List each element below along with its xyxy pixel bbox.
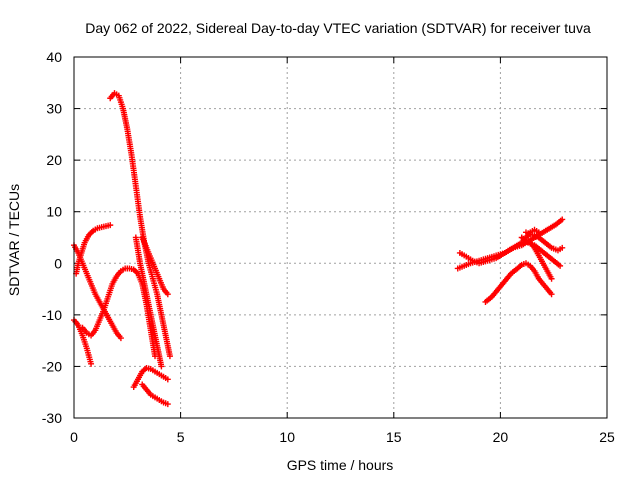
- y-tick-label: 0: [54, 255, 62, 271]
- data-point: [158, 363, 165, 370]
- x-tick-label: 15: [386, 429, 402, 445]
- tick-labels: 0 5 10 15 20 25 -30 -20 -10 0 10 20 30 40: [42, 49, 615, 445]
- x-tick-label: 25: [599, 429, 615, 445]
- y-tick-label: 10: [46, 204, 62, 220]
- series-track-15: [527, 239, 555, 282]
- chart-title: Day 062 of 2022, Sidereal Day-to-day VTE…: [85, 20, 591, 36]
- data-point: [166, 353, 173, 360]
- data-markers: [71, 90, 566, 408]
- data-point: [164, 401, 171, 408]
- series-track-14: [522, 229, 566, 254]
- data-point: [117, 335, 124, 342]
- series-track-1: [107, 90, 173, 360]
- data-point: [559, 244, 566, 251]
- series-track-7: [139, 381, 171, 408]
- x-tick-label: 0: [70, 429, 78, 445]
- y-tick-label: 30: [46, 101, 62, 117]
- data-point: [559, 216, 566, 223]
- series-track-4: [71, 317, 95, 367]
- data-point: [548, 275, 555, 282]
- series-track-12: [482, 260, 555, 305]
- data-point: [164, 376, 171, 383]
- series-track-2: [73, 222, 114, 277]
- grid-lines: [74, 57, 607, 418]
- x-tick-label: 20: [493, 429, 509, 445]
- x-axis-label: GPS time / hours: [287, 457, 394, 473]
- data-point: [548, 291, 555, 298]
- data-point: [88, 360, 95, 367]
- data-point: [557, 262, 564, 269]
- series-track-6: [130, 364, 171, 391]
- plot-frame: [73, 56, 608, 419]
- y-tick-label: -10: [42, 307, 62, 323]
- data-point: [107, 222, 114, 229]
- y-tick-label: -20: [42, 358, 62, 374]
- series-track-8: [132, 234, 165, 370]
- x-tick-label: 10: [279, 429, 295, 445]
- y-tick-label: 40: [46, 49, 62, 65]
- x-tick-label: 5: [177, 429, 185, 445]
- data-point: [164, 291, 171, 298]
- y-tick-label: -30: [42, 410, 62, 426]
- y-tick-label: 20: [46, 152, 62, 168]
- series-track-9: [139, 234, 171, 298]
- y-axis-label: SDTVAR / TECUs: [6, 184, 22, 296]
